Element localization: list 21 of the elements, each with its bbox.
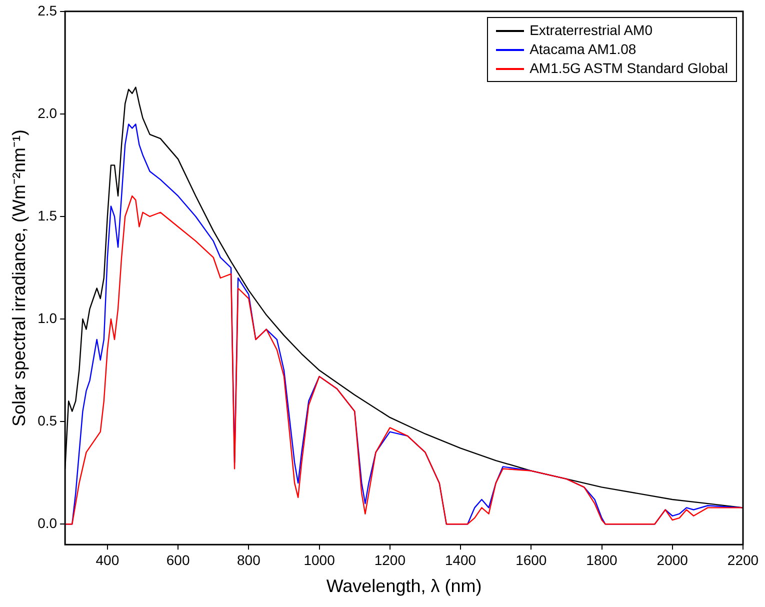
x-tick-label: 2000 xyxy=(656,552,688,568)
x-tick-label: 1000 xyxy=(304,552,336,568)
y-tick-label: 2.0 xyxy=(38,104,58,121)
y-tick-label: 1.0 xyxy=(38,310,58,326)
y-tick-label: 2.5 xyxy=(38,2,58,18)
y-axis-title: Solar spectral irradiance, (Wm⁻²nm⁻¹) xyxy=(8,129,29,427)
legend-label: AM1.5G ASTM Standard Global xyxy=(530,59,728,78)
y-tick-label: 1.5 xyxy=(38,207,58,224)
x-tick-label: 400 xyxy=(96,552,120,568)
legend-label: Extraterrestrial AM0 xyxy=(530,21,652,40)
x-tick-label: 1200 xyxy=(374,552,406,568)
x-tick-label: 1600 xyxy=(516,552,547,568)
y-tick-label: 0.5 xyxy=(38,412,58,428)
legend-label: Atacama AM1.08 xyxy=(530,40,636,60)
y-tick-label: 0.0 xyxy=(38,514,58,531)
x-tick-label: 2200 xyxy=(727,552,759,568)
x-tick-label: 600 xyxy=(166,552,190,568)
x-axis-title: Wavelength, λ (nm) xyxy=(326,576,482,596)
x-tick-label: 1800 xyxy=(586,552,618,568)
x-tick-label: 800 xyxy=(236,552,261,568)
x-tick-label: 1400 xyxy=(444,552,476,568)
